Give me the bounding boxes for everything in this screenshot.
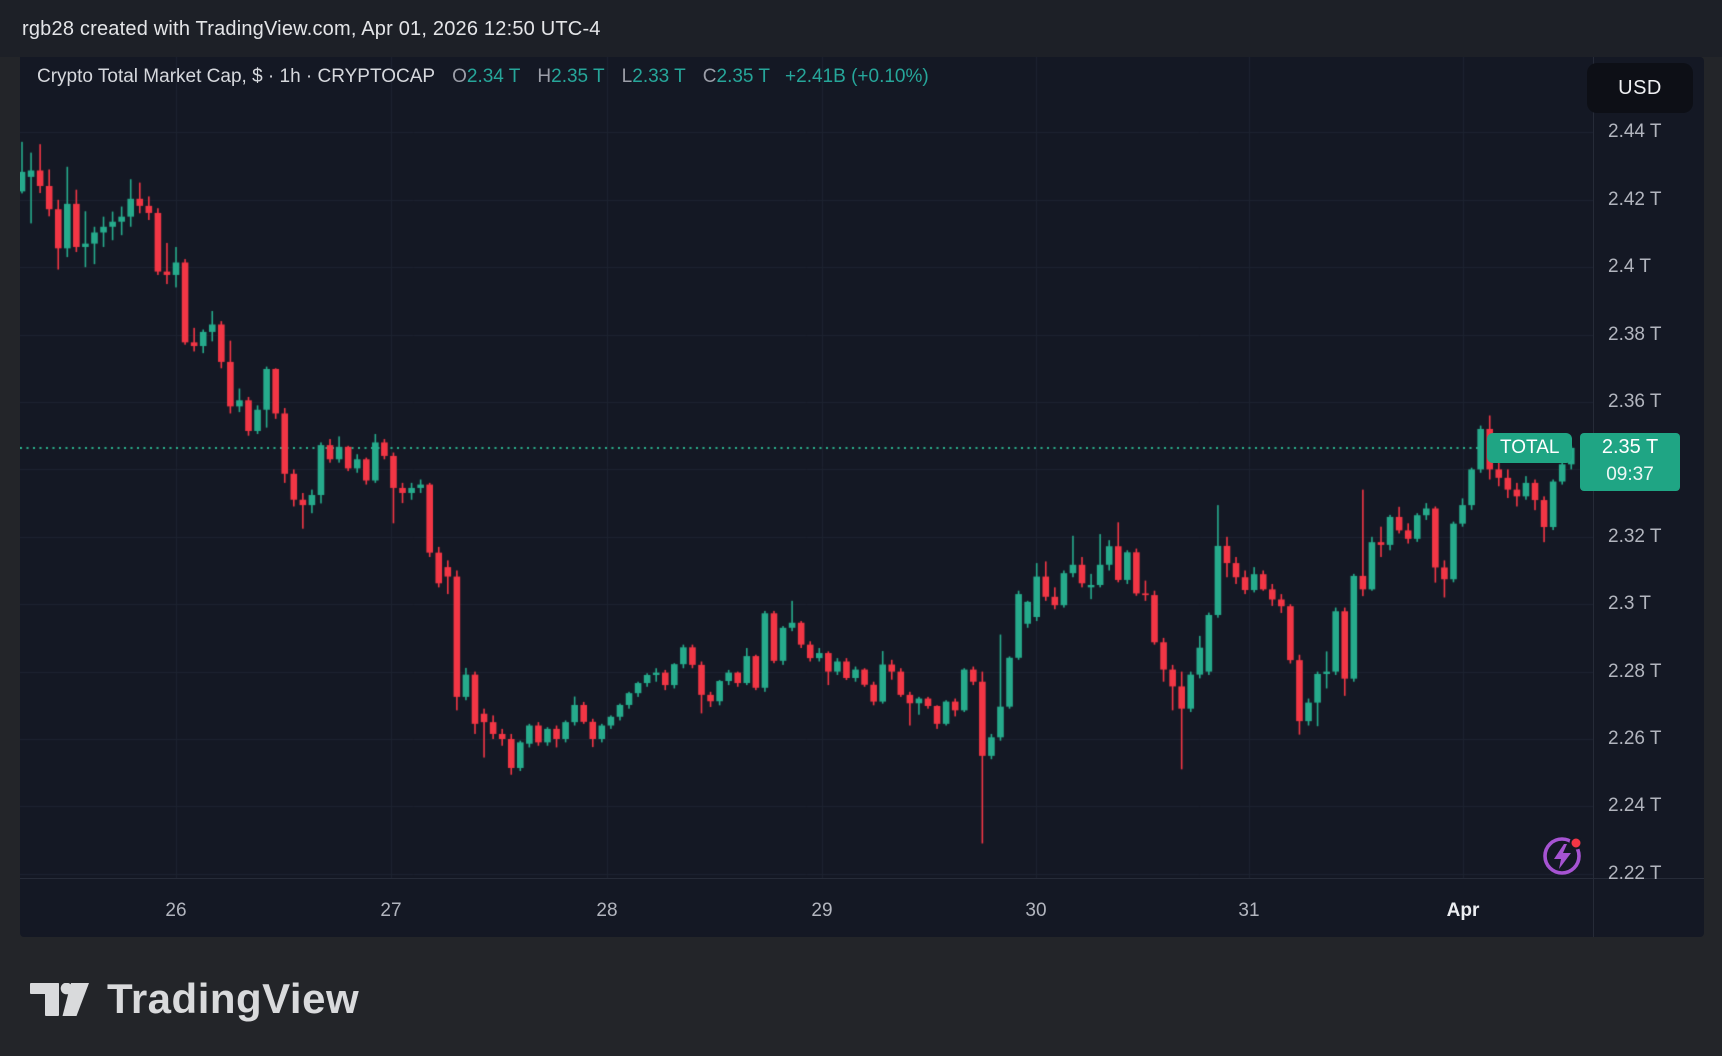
- tradingview-logo[interactable]: TradingView: [30, 975, 359, 1023]
- candle-countdown: 09:37: [1606, 464, 1654, 485]
- attribution-bar: rgb28 created with TradingView.com, Apr …: [0, 0, 1722, 57]
- candlestick-chart[interactable]: [20, 57, 1593, 878]
- price-tick-label: 2.22 T: [1608, 862, 1662, 884]
- ohlc-item: L2.33 T: [621, 66, 686, 87]
- price-tick-label: 2.4 T: [1608, 256, 1651, 278]
- price-tick-label: 2.36 T: [1608, 391, 1662, 412]
- ohlc-item: H2.35 T: [537, 66, 605, 87]
- price-tick-label: 2.42 T: [1608, 188, 1662, 210]
- chart-legend: Crypto Total Market Cap, $ · 1h · CRYPTO…: [37, 66, 929, 88]
- tradingview-logo-mark: [30, 982, 89, 1016]
- price-tick-label: 2.24 T: [1608, 795, 1662, 817]
- boost-lightning-icon[interactable]: [1541, 834, 1585, 878]
- time-tick-label: 29: [811, 900, 833, 921]
- tradingview-logo-text: TradingView: [107, 975, 360, 1022]
- time-tick-label: 30: [1025, 900, 1047, 921]
- price-tick-label: 2.3 T: [1608, 593, 1651, 615]
- time-axis-separator: [20, 878, 1704, 879]
- price-tick-label: 2.32 T: [1608, 525, 1662, 547]
- currency-usd-button[interactable]: USD: [1587, 63, 1693, 113]
- chart-widget: Crypto Total Market Cap, $ · 1h · CRYPTO…: [20, 57, 1704, 937]
- last-price-value: 2.35 T: [1601, 436, 1659, 458]
- time-tick-label: 26: [165, 900, 187, 921]
- change-value: +2.41B (+0.10%): [785, 66, 929, 87]
- symbol-title[interactable]: Crypto Total Market Cap, $ · 1h · CRYPTO…: [37, 66, 436, 87]
- ohlc-item: C2.35 T: [702, 66, 771, 87]
- footer-bar: TradingView: [0, 937, 1722, 1056]
- time-tick-label: Apr: [1446, 900, 1480, 921]
- price-axis-separator: [1593, 57, 1594, 937]
- last-price-label: 2.35 T 09:37: [1580, 433, 1680, 491]
- attribution-text: rgb28 created with TradingView.com, Apr …: [22, 18, 601, 40]
- price-tick-label: 2.44 T: [1608, 121, 1662, 143]
- price-tick-label: 2.26 T: [1608, 728, 1662, 749]
- ohlc-values: O2.34 T H2.35 T L2.33 T C2.35 T: [435, 66, 770, 88]
- symbol-price-flag: TOTAL: [1487, 433, 1573, 463]
- price-tick-label: 2.28 T: [1608, 660, 1662, 682]
- time-tick-label: 27: [380, 900, 402, 921]
- time-tick-label: 28: [596, 900, 618, 921]
- time-tick-label: 31: [1238, 900, 1260, 921]
- price-tick-label: 2.38 T: [1608, 323, 1662, 345]
- ohlc-item: O2.34 T: [452, 66, 521, 87]
